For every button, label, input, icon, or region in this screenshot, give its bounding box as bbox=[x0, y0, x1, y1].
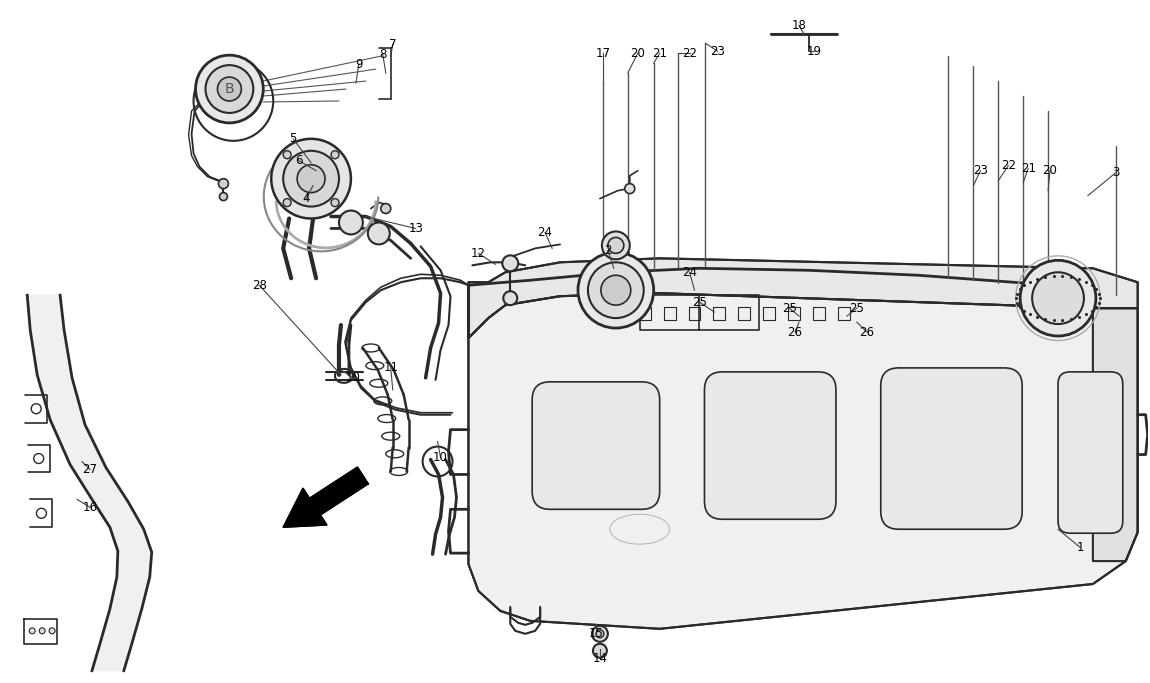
Text: 14: 14 bbox=[592, 652, 607, 665]
Circle shape bbox=[1033, 273, 1084, 324]
Polygon shape bbox=[1092, 308, 1137, 561]
Text: 1: 1 bbox=[1076, 541, 1083, 554]
Text: 3: 3 bbox=[1112, 166, 1119, 179]
Text: 7: 7 bbox=[389, 38, 397, 51]
Circle shape bbox=[39, 628, 45, 634]
Text: 25: 25 bbox=[692, 296, 707, 309]
Polygon shape bbox=[468, 258, 1137, 338]
Text: 25: 25 bbox=[782, 302, 797, 315]
Circle shape bbox=[297, 165, 325, 193]
Text: 26: 26 bbox=[788, 326, 803, 339]
Circle shape bbox=[588, 262, 644, 318]
Text: B: B bbox=[224, 82, 235, 96]
Circle shape bbox=[218, 179, 229, 189]
Circle shape bbox=[592, 626, 608, 642]
Circle shape bbox=[596, 630, 604, 638]
Text: 24: 24 bbox=[537, 226, 553, 239]
Circle shape bbox=[283, 151, 291, 158]
Text: 23: 23 bbox=[710, 44, 724, 57]
Text: 26: 26 bbox=[859, 326, 874, 339]
Text: 25: 25 bbox=[850, 302, 865, 315]
Circle shape bbox=[29, 628, 36, 634]
Text: 24: 24 bbox=[682, 266, 697, 279]
Circle shape bbox=[1020, 260, 1096, 336]
Circle shape bbox=[504, 291, 518, 305]
Text: 10: 10 bbox=[345, 372, 360, 385]
Circle shape bbox=[331, 151, 339, 158]
Text: 21: 21 bbox=[1021, 162, 1036, 176]
Text: 22: 22 bbox=[682, 46, 697, 59]
Circle shape bbox=[196, 55, 263, 123]
FancyBboxPatch shape bbox=[881, 368, 1022, 529]
Polygon shape bbox=[468, 285, 1137, 629]
Text: 28: 28 bbox=[252, 279, 267, 292]
Circle shape bbox=[217, 77, 241, 101]
Circle shape bbox=[220, 193, 228, 201]
Text: 2: 2 bbox=[604, 244, 612, 257]
Circle shape bbox=[368, 223, 390, 245]
Circle shape bbox=[601, 275, 630, 305]
Text: 20: 20 bbox=[1043, 164, 1058, 177]
Text: 22: 22 bbox=[1000, 159, 1015, 172]
Text: 18: 18 bbox=[791, 19, 806, 32]
Circle shape bbox=[381, 204, 391, 214]
Text: 5: 5 bbox=[290, 133, 297, 145]
Text: 15: 15 bbox=[589, 627, 604, 640]
Circle shape bbox=[578, 252, 653, 328]
Text: 21: 21 bbox=[652, 46, 667, 59]
Circle shape bbox=[283, 151, 339, 206]
Circle shape bbox=[283, 199, 291, 206]
Text: 4: 4 bbox=[302, 192, 309, 205]
Circle shape bbox=[206, 65, 253, 113]
Circle shape bbox=[593, 644, 607, 658]
Polygon shape bbox=[283, 467, 368, 527]
Text: 6: 6 bbox=[296, 154, 302, 167]
Circle shape bbox=[503, 255, 519, 271]
Circle shape bbox=[339, 210, 363, 234]
Text: 10: 10 bbox=[434, 451, 448, 464]
Circle shape bbox=[601, 232, 630, 260]
Circle shape bbox=[624, 184, 635, 193]
FancyBboxPatch shape bbox=[1058, 372, 1122, 533]
Circle shape bbox=[49, 628, 55, 634]
Text: 27: 27 bbox=[83, 463, 98, 476]
Polygon shape bbox=[28, 295, 152, 671]
Text: 13: 13 bbox=[408, 222, 423, 235]
Text: 9: 9 bbox=[355, 57, 362, 70]
Circle shape bbox=[271, 139, 351, 219]
Circle shape bbox=[608, 238, 623, 253]
FancyBboxPatch shape bbox=[532, 382, 660, 510]
Circle shape bbox=[331, 199, 339, 206]
Text: 11: 11 bbox=[383, 361, 398, 374]
Text: 20: 20 bbox=[630, 46, 645, 59]
Text: 12: 12 bbox=[470, 247, 486, 260]
FancyBboxPatch shape bbox=[705, 372, 836, 519]
Text: 16: 16 bbox=[83, 501, 98, 514]
Text: 19: 19 bbox=[806, 44, 821, 57]
Text: 23: 23 bbox=[973, 164, 988, 177]
Text: 17: 17 bbox=[596, 46, 611, 59]
Text: 8: 8 bbox=[380, 48, 386, 61]
